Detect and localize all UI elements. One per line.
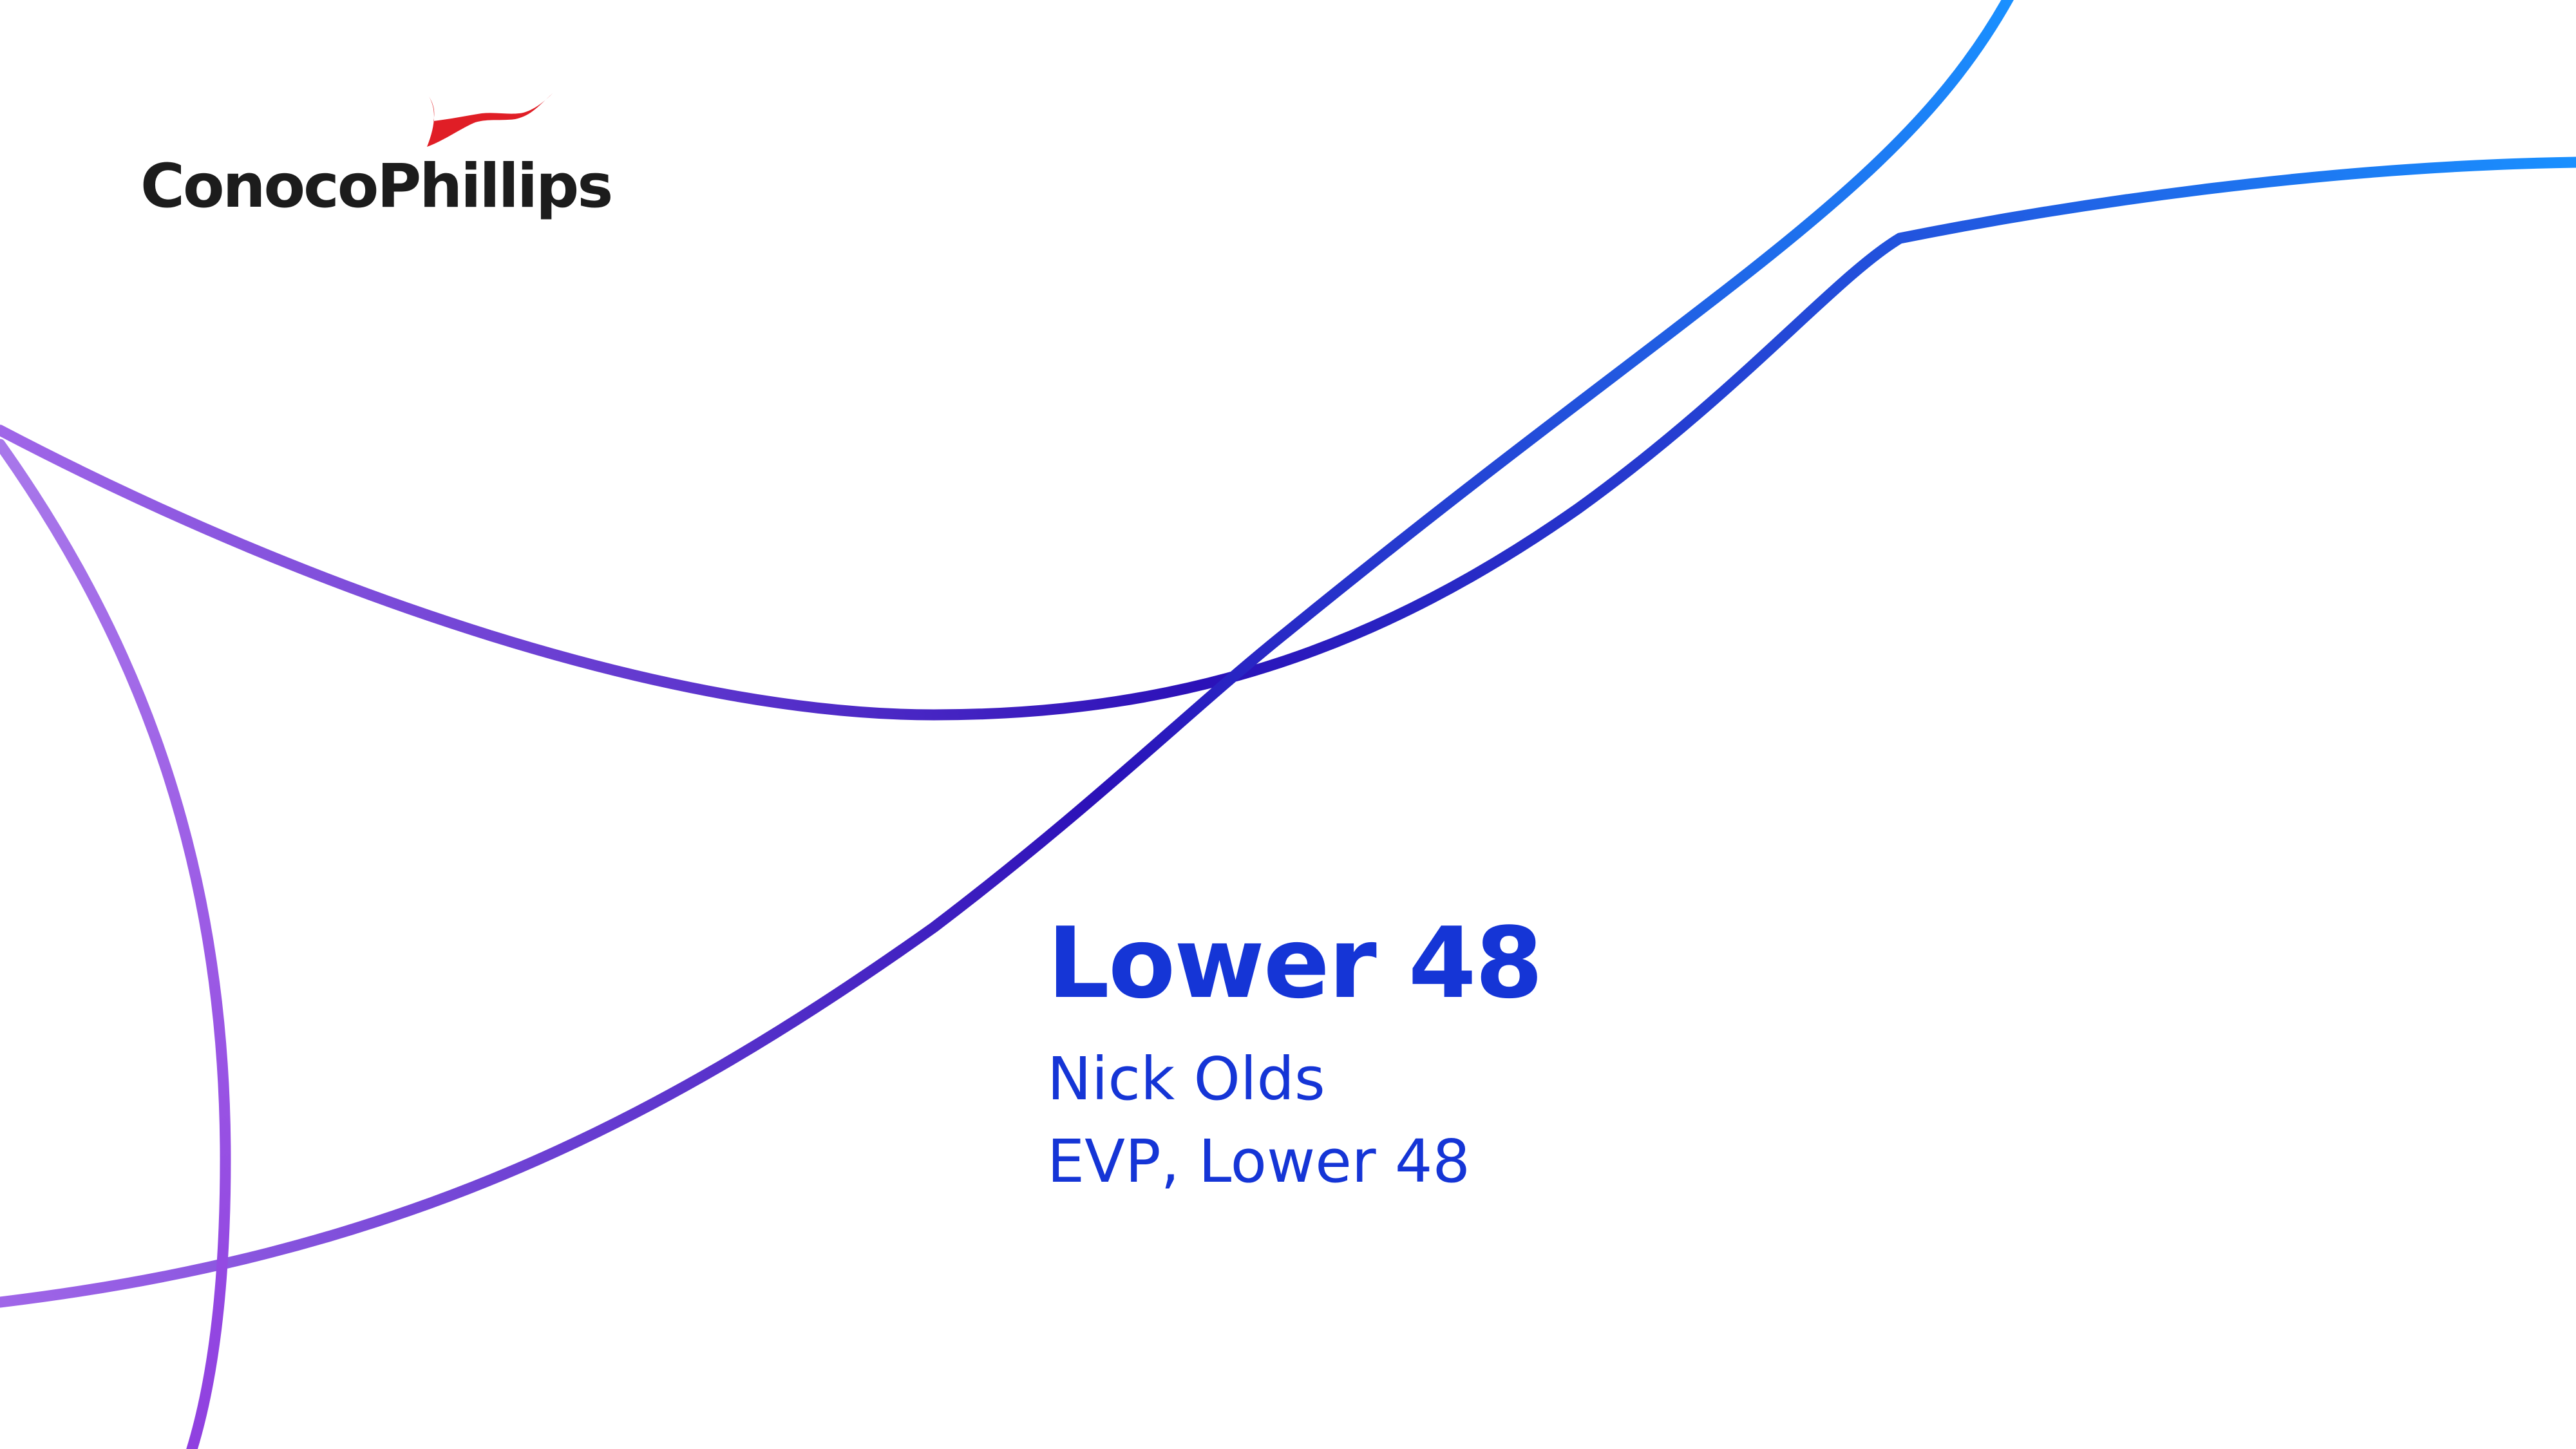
- curve-upper: [0, 156, 2576, 721]
- red-ribbon-logo-icon: [427, 93, 553, 147]
- presenter-role: EVP, Lower 48: [1047, 1127, 1470, 1196]
- slide-title: Lower 48: [1047, 906, 1543, 1020]
- company-name: ConocoPhillips: [140, 151, 613, 222]
- curve-left: [0, 439, 231, 1449]
- title-block: Lower 48 Nick Olds EVP, Lower 48: [1047, 914, 1949, 1203]
- curve-middle: [0, 0, 2014, 1308]
- presenter-info: Nick Olds EVP, Lower 48: [1047, 1038, 1949, 1203]
- presenter-name: Nick Olds: [1047, 1045, 1325, 1113]
- company-logo: ConocoPhillips: [140, 90, 613, 232]
